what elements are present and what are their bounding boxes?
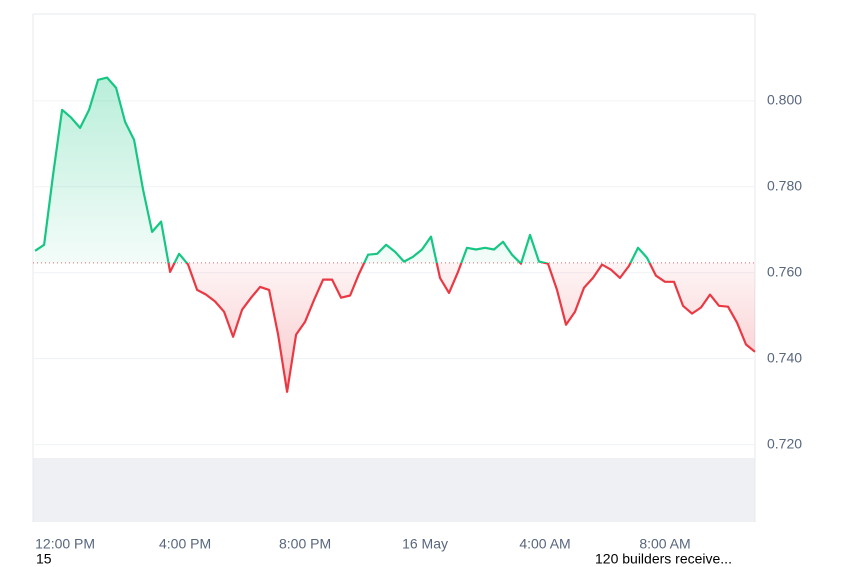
y-tick-label: 0.740 <box>767 349 802 365</box>
footer-news: 120 builders receive... <box>595 551 732 567</box>
x-tick-label: 4:00 AM <box>519 536 570 552</box>
price-area <box>35 77 756 392</box>
x-tick-label: 8:00 AM <box>639 536 690 552</box>
y-tick-label: 0.800 <box>767 92 802 108</box>
volume-area <box>33 458 755 522</box>
x-tick-label: 16 May <box>402 536 448 552</box>
y-tick-label: 0.720 <box>767 435 802 451</box>
y-tick-label: 0.760 <box>767 263 802 279</box>
y-tick-label: 0.780 <box>767 177 802 193</box>
footer-date: 15 <box>36 551 52 567</box>
price-line <box>34 76 756 393</box>
x-tick-label: 4:00 PM <box>159 536 211 552</box>
x-tick-label: 8:00 PM <box>279 536 331 552</box>
x-tick-label: 12:00 PM <box>35 536 95 552</box>
